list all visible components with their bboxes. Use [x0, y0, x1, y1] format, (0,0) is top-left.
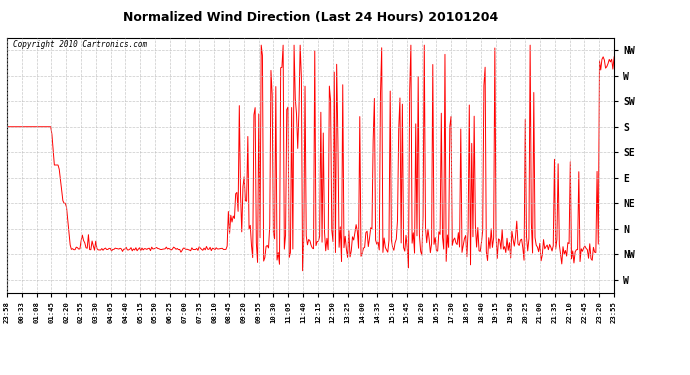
Text: Copyright 2010 Cartronics.com: Copyright 2010 Cartronics.com — [13, 40, 147, 49]
Text: Normalized Wind Direction (Last 24 Hours) 20101204: Normalized Wind Direction (Last 24 Hours… — [123, 11, 498, 24]
